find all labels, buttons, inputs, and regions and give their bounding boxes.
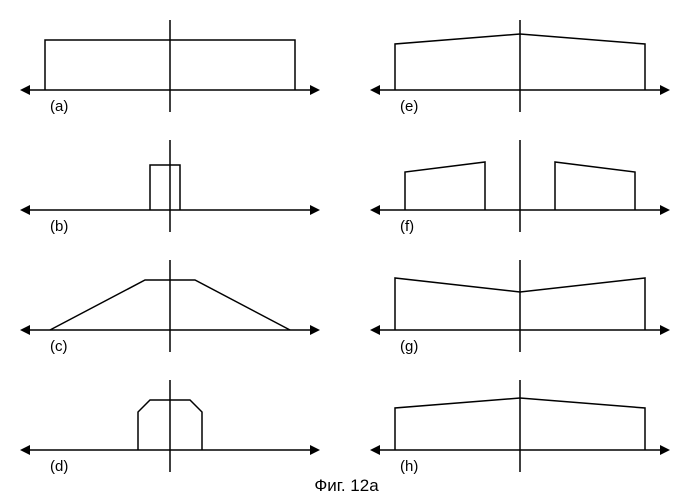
panel-label-h: (h): [400, 458, 418, 475]
panel-label-f: (f): [400, 218, 414, 235]
panel-label-g: (g): [400, 338, 418, 355]
panel-label-b: (b): [50, 218, 68, 235]
panel-f: [370, 140, 670, 240]
panel-label-a: (a): [50, 98, 68, 115]
panel-label-d: (d): [50, 458, 68, 475]
panel-label-e: (e): [400, 98, 418, 115]
panel-label-c: (c): [50, 338, 68, 355]
figure-caption: Фиг. 12а: [0, 476, 693, 496]
